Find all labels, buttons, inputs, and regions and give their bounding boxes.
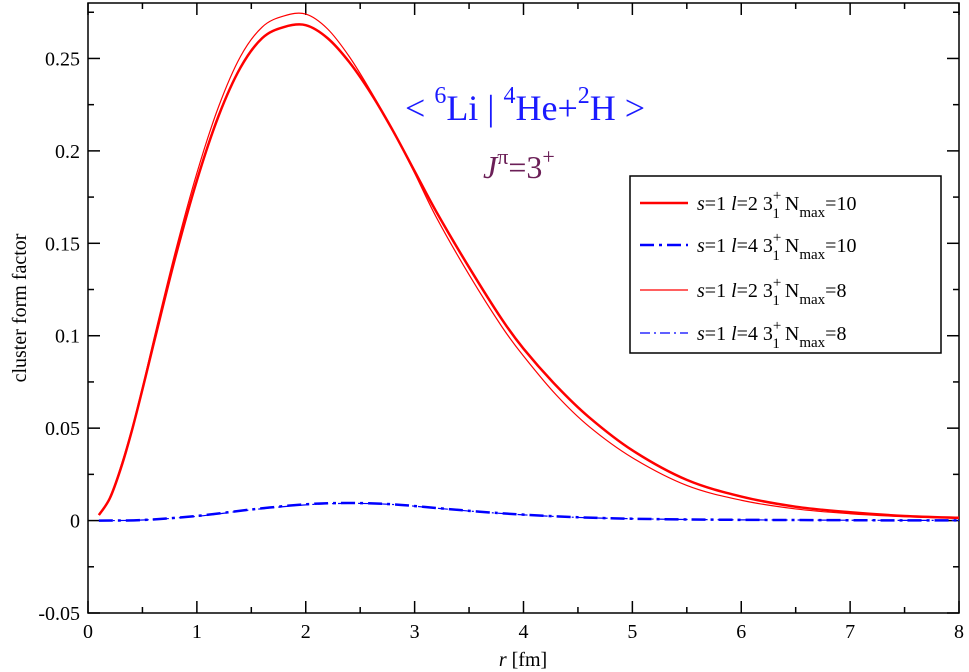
- x-axis-label-unit: [fm]: [507, 649, 548, 671]
- y-axis-ticks: -0.05 0 0.05 0.1 0.15 0.2 0.25: [38, 11, 959, 625]
- x-tick-label: 4: [519, 621, 529, 643]
- x-axis-ticks: 0 1 2 3 4 5 6 7 8: [83, 3, 964, 643]
- x-tick-label: 0: [83, 621, 93, 643]
- x-tick-label: 6: [736, 621, 746, 643]
- y-tick-label: 0.05: [45, 418, 80, 440]
- legend-box: [629, 175, 942, 354]
- y-axis-label: cluster form factor: [9, 233, 31, 382]
- x-tick-label: 5: [627, 621, 637, 643]
- x-axis-label: r [fm]: [499, 649, 547, 671]
- x-axis-label-var: r: [499, 649, 507, 671]
- y-tick-label: 0.2: [55, 141, 80, 163]
- y-tick-label: -0.05: [38, 603, 80, 625]
- x-tick-label: 3: [410, 621, 420, 643]
- y-tick-label: 0.25: [45, 48, 80, 70]
- legend-label-1: s=1 l=2 3+ 1 Nmax=10: [697, 188, 856, 222]
- chart-title: < 6Li | 4He+2H >: [405, 83, 645, 128]
- legend-label-3: s=1 l=2 3+ 1 Nmax=8: [697, 275, 846, 309]
- legend-label-2: s=1 l=4 3+ 1 Nmax=10: [697, 230, 856, 264]
- series-line-4: [98, 502, 960, 522]
- y-tick-label: 0: [70, 511, 80, 533]
- series-line-3: [98, 12, 960, 519]
- legend-label-4: s=1 l=4 3+ 1 Nmax=8: [697, 318, 846, 352]
- x-tick-label: 8: [954, 621, 964, 643]
- legend: s=1 l=2 3+ 1 Nmax=10 s=1 l=4 3+ 1 Nmax=10 s=…: [629, 175, 942, 354]
- y-tick-label: 0.1: [55, 326, 80, 348]
- x-tick-label: 1: [192, 621, 202, 643]
- chart-subtitle: Jπ=3+: [483, 144, 555, 185]
- series-line-1: [97, 23, 960, 520]
- series-layer: [97, 12, 960, 522]
- x-tick-label: 2: [301, 621, 311, 643]
- y-tick-label: 0.15: [45, 233, 80, 255]
- x-tick-label: 7: [845, 621, 855, 643]
